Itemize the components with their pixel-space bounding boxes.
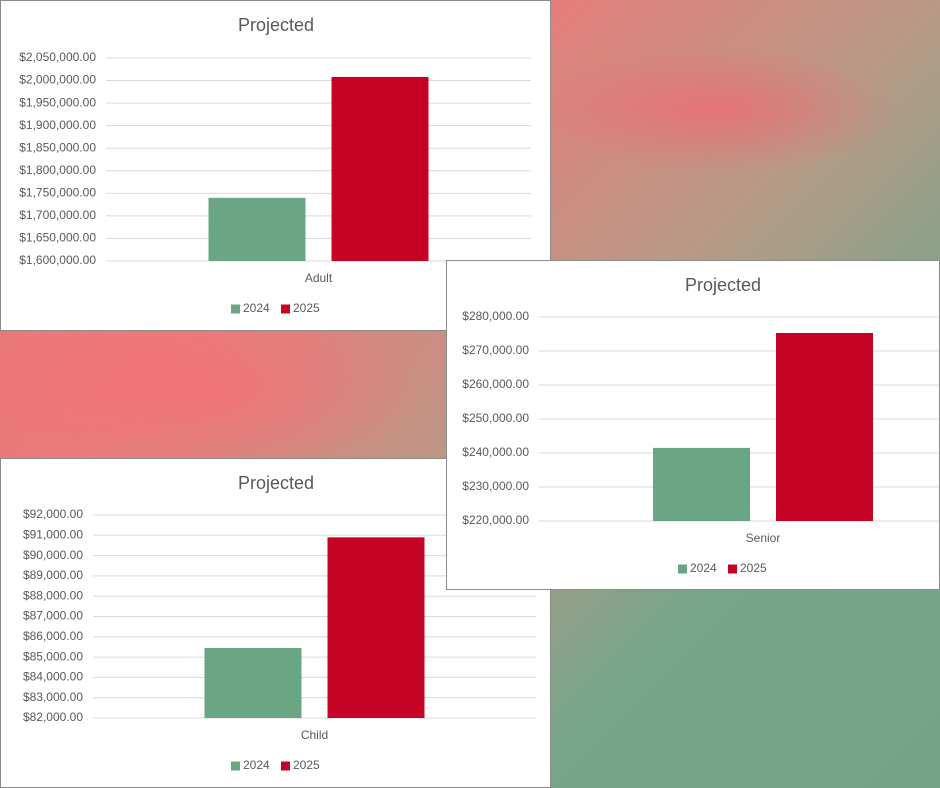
y-tick-label: $86,000.00 (23, 629, 83, 643)
bar (331, 76, 429, 262)
legend-label: 2025 (293, 301, 320, 315)
y-tick-label: $1,800,000.00 (19, 163, 96, 177)
x-tick-label: Senior (746, 531, 781, 545)
y-tick-label: $1,900,000.00 (19, 118, 96, 132)
chart-panel: Projected $220,000.00 $230,000.00 $240,000.… (446, 260, 940, 590)
y-tick-label: $1,750,000.00 (19, 186, 96, 200)
chart-title: Projected (238, 473, 314, 493)
legend-label: 2024 (243, 301, 270, 315)
legend-label: 2024 (243, 758, 270, 772)
y-tick-label: $1,700,000.00 (19, 208, 96, 222)
y-tick-label: $220,000.00 (462, 513, 529, 527)
y-tick-label: $1,600,000.00 (19, 253, 96, 267)
legend-swatch (678, 564, 687, 574)
y-tick-label: $2,050,000.00 (19, 50, 96, 64)
y-tick-label: $250,000.00 (462, 411, 529, 425)
y-tick-label: $82,000.00 (23, 710, 83, 724)
y-tick-label: $2,000,000.00 (19, 73, 96, 87)
x-tick-label: Adult (305, 271, 333, 285)
x-tick-label: Child (301, 728, 328, 742)
bar (204, 647, 302, 718)
y-tick-label: $88,000.00 (23, 588, 83, 602)
y-tick-label: $89,000.00 (23, 568, 83, 582)
y-tick-label: $87,000.00 (23, 609, 83, 623)
legend-label: 2024 (690, 561, 717, 575)
bar (208, 197, 306, 261)
y-tick-label: $1,850,000.00 (19, 140, 96, 154)
legend-label: 2025 (740, 561, 767, 575)
chart: Projected $1,600,000.00 $1,650,000.00 $1,70… (19, 15, 531, 315)
legend-swatch (281, 761, 290, 771)
y-tick-label: $1,650,000.00 (19, 231, 96, 245)
legend-swatch (231, 304, 240, 314)
y-tick-label: $85,000.00 (23, 649, 83, 663)
legend-label: 2025 (293, 758, 320, 772)
bar (327, 537, 425, 718)
y-tick-label: $1,950,000.00 (19, 95, 96, 109)
y-tick-label: $230,000.00 (462, 479, 529, 493)
y-tick-label: $260,000.00 (462, 377, 529, 391)
chart-panel: Projected $1,600,000.00 $1,650,000.00 $1,70… (0, 0, 551, 331)
bar (776, 332, 873, 521)
legend-swatch (281, 304, 290, 314)
legend-swatch (231, 761, 240, 771)
y-tick-label: $90,000.00 (23, 548, 83, 562)
y-tick-label: $280,000.00 (462, 309, 529, 323)
y-tick-label: $240,000.00 (462, 445, 529, 459)
y-tick-label: $91,000.00 (23, 527, 83, 541)
chart-title: Projected (238, 15, 314, 35)
chart-title: Projected (685, 275, 761, 295)
chart: Projected $220,000.00 $230,000.00 $240,000.… (462, 275, 939, 575)
y-tick-label: $92,000.00 (23, 507, 83, 521)
y-tick-label: $83,000.00 (23, 690, 83, 704)
y-tick-label: $270,000.00 (462, 343, 529, 357)
legend-swatch (728, 564, 737, 574)
y-tick-label: $84,000.00 (23, 670, 83, 684)
bar (653, 447, 750, 521)
